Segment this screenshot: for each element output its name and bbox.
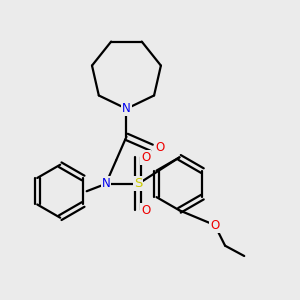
Text: O: O [155,141,164,154]
Text: S: S [134,177,142,190]
Text: O: O [141,204,150,217]
Text: O: O [210,219,219,232]
Text: O: O [141,151,150,164]
Text: N: N [101,177,110,190]
Text: N: N [122,102,131,115]
